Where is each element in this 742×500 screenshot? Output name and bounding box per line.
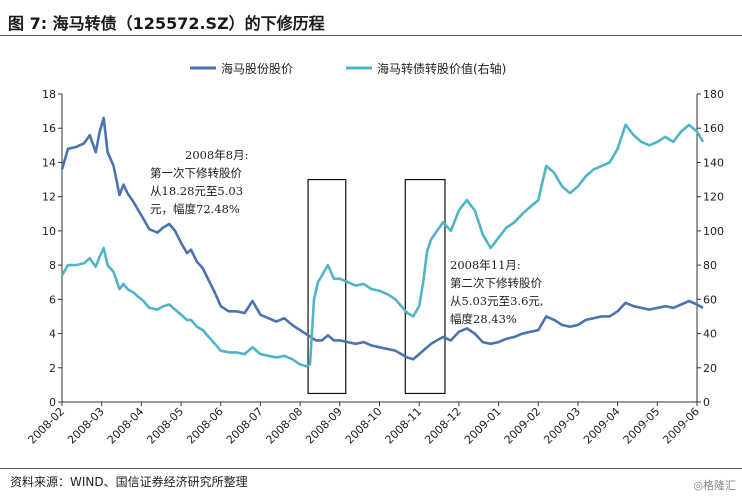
y-right-tick-label: 80 (703, 259, 717, 272)
annotation-line: 从5.03元至3.6元, (450, 294, 544, 308)
y-right-tick-label: 140 (703, 156, 724, 169)
figure-title: 图 7: 海马转债（125572.SZ）的下修历程 (8, 14, 325, 33)
x-tick-label: 2008-11 (383, 405, 425, 447)
y-right-tick-label: 120 (703, 191, 724, 204)
x-tick-label: 2009-06 (660, 405, 702, 447)
y-left-tick-label: 16 (42, 122, 56, 135)
y-left-tick-label: 18 (42, 88, 56, 101)
y-left-tick-label: 0 (49, 396, 56, 409)
x-tick-label: 2009-04 (581, 405, 623, 447)
annotation-line: 2008年8月: (185, 148, 248, 162)
legend-label: 海马股份股价 (221, 61, 293, 76)
x-tick-label: 2008-05 (144, 405, 186, 447)
y-left-tick-label: 12 (42, 191, 56, 204)
y-right-tick-label: 180 (703, 88, 724, 101)
watermark: ◎格隆汇 (693, 479, 736, 492)
annotation-line: 2008年11月: (450, 258, 521, 272)
x-tick-label: 2009-02 (502, 405, 544, 447)
y-right-tick-label: 160 (703, 122, 724, 135)
annotation-line: 第二次下修转股价 (450, 276, 542, 290)
x-tick-label: 2008-02 (25, 405, 67, 447)
annotation-line: 幅度28.43% (450, 312, 517, 326)
convertible-bond-chart: 0246810121416180204060801001201401601802… (25, 61, 724, 447)
annotation-line: 第一次下修转股价 (150, 166, 242, 180)
y-right-tick-label: 0 (703, 396, 710, 409)
footer-rule (0, 468, 742, 469)
legend-label: 海马转债转股价值(右轴) (377, 61, 506, 76)
x-tick-label: 2008-09 (303, 405, 345, 447)
highlight-box (404, 178, 446, 395)
x-tick-label: 2008-08 (264, 405, 306, 447)
x-tick-label: 2008-10 (343, 405, 385, 447)
y-right-tick-label: 40 (703, 328, 717, 341)
source-note: 资料来源：WIND、国信证券经济研究所整理 (10, 475, 248, 489)
y-left-tick-label: 10 (42, 225, 56, 238)
x-tick-label: 2009-05 (621, 405, 663, 447)
x-tick-label: 2009-03 (541, 405, 583, 447)
y-left-tick-label: 8 (49, 259, 56, 272)
x-tick-label: 2008-12 (422, 405, 464, 447)
title-rule (0, 35, 742, 36)
y-left-tick-label: 6 (49, 293, 56, 306)
y-left-tick-label: 2 (49, 362, 56, 375)
annotation-line: 从18.28元至5.03 (150, 184, 243, 198)
x-tick-label: 2008-07 (224, 405, 266, 447)
x-tick-label: 2008-03 (65, 405, 107, 447)
y-left-tick-label: 14 (42, 156, 56, 169)
y-right-tick-label: 60 (703, 293, 717, 306)
x-tick-label: 2008-04 (105, 405, 147, 447)
x-tick-label: 2009-01 (462, 405, 504, 447)
y-right-tick-label: 100 (703, 225, 724, 238)
y-left-tick-label: 4 (49, 328, 56, 341)
conversion-value-line (60, 123, 705, 368)
highlight-box (307, 178, 347, 395)
stock-price-line (60, 116, 704, 361)
annotation-line: 元，幅度72.48% (150, 202, 240, 216)
y-right-tick-label: 20 (703, 362, 717, 375)
x-tick-label: 2008-06 (184, 405, 226, 447)
